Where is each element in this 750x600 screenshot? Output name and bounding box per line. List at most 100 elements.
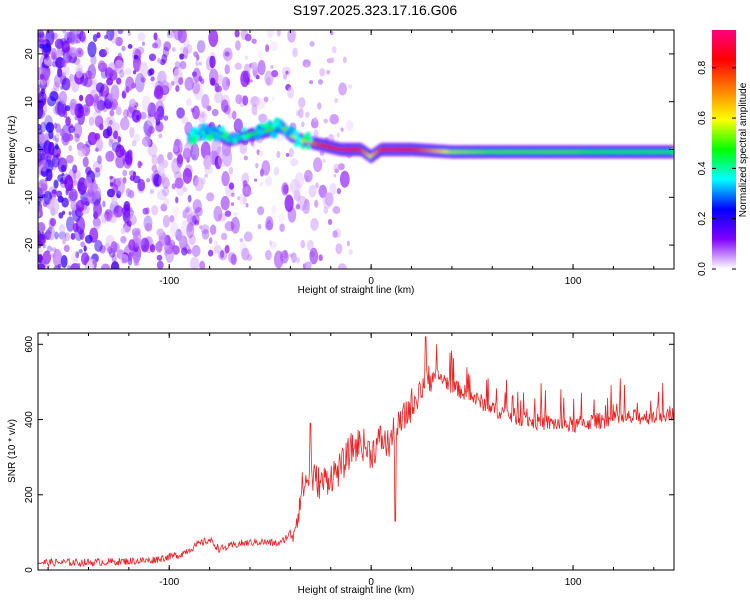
noise-blob (336, 132, 340, 138)
noise-blob (154, 85, 164, 100)
noise-blob (239, 237, 244, 243)
noise-blob (121, 45, 126, 52)
noise-blob (244, 33, 252, 42)
noise-blob (302, 59, 311, 68)
snr-y-tick-label: 200 (24, 486, 35, 503)
noise-blob (45, 177, 49, 182)
noise-blob (290, 158, 299, 167)
noise-blob (90, 181, 98, 193)
noise-blob (97, 155, 102, 165)
noise-blob (310, 218, 319, 231)
noise-blob (292, 47, 298, 58)
noise-blob (313, 157, 323, 173)
spectrogram-y-tick-label: -10 (24, 190, 35, 205)
noise-blob (163, 41, 171, 52)
noise-blob (120, 235, 127, 244)
noise-blob (42, 74, 50, 88)
noise-blob (112, 122, 120, 133)
noise-blob (150, 76, 155, 82)
snr-y-tick-label: 600 (24, 336, 35, 353)
noise-blob (62, 30, 67, 34)
noise-blob (75, 63, 84, 79)
noise-blob (221, 171, 230, 187)
snr-y-axis-label: SNR (10 * v/v) (7, 419, 18, 483)
noise-blob (128, 251, 133, 258)
noise-blob (146, 178, 151, 183)
noise-blob (122, 207, 131, 224)
noise-blob (339, 170, 350, 188)
noise-blob (38, 88, 42, 100)
noise-blob (163, 198, 170, 206)
noise-blob (52, 134, 57, 141)
noise-blob (115, 144, 125, 158)
noise-blob (264, 221, 274, 231)
noise-blob (61, 77, 71, 91)
noise-blob (264, 70, 274, 86)
noise-blob (323, 118, 328, 124)
noise-blob (130, 209, 135, 216)
noise-blob (65, 116, 71, 127)
noise-blob (173, 158, 178, 163)
noise-blob (265, 249, 272, 261)
noise-blob (157, 189, 167, 201)
noise-blob (332, 206, 341, 215)
noise-blob (103, 98, 112, 109)
noise-blob (250, 61, 258, 71)
noise-blob (178, 77, 184, 86)
noise-blob (64, 175, 74, 192)
noise-blob (64, 232, 70, 242)
noise-blob (300, 121, 305, 128)
noise-blob (68, 211, 72, 216)
noise-blob (113, 130, 119, 140)
noise-blob (265, 77, 271, 86)
ridge-dot (276, 122, 283, 129)
noise-blob (191, 81, 201, 95)
noise-blob (70, 102, 77, 111)
noise-blob (63, 179, 68, 185)
noise-blob (174, 177, 184, 189)
noise-blob (323, 206, 329, 214)
noise-blob (185, 207, 190, 213)
noise-blob (119, 117, 130, 131)
noise-blob (194, 219, 200, 226)
noise-blob (200, 141, 211, 160)
snr-y-tick-label: 0 (24, 567, 35, 573)
ridge-dot (190, 134, 196, 140)
noise-blob (231, 110, 237, 120)
noise-blob (62, 236, 66, 245)
noise-blob (324, 192, 334, 207)
noise-blob (197, 110, 208, 123)
noise-blob (51, 60, 58, 68)
noise-blob (54, 38, 64, 49)
noise-blob (200, 224, 210, 235)
noise-blob (213, 91, 224, 104)
noise-blob (72, 179, 78, 186)
colorbar-label: Normalized spectral amplitude (738, 82, 749, 217)
noise-blob (214, 155, 222, 170)
noise-blob (195, 59, 199, 67)
noise-blob (50, 252, 55, 259)
noise-blob (102, 200, 106, 208)
noise-blob (45, 30, 55, 46)
noise-blob (38, 30, 45, 39)
noise-blob (303, 169, 313, 183)
noise-blob (213, 240, 218, 247)
noise-blob (114, 59, 124, 74)
noise-blob (139, 61, 149, 78)
noise-blob (251, 104, 258, 116)
noise-blob (66, 31, 76, 43)
noise-blob (127, 256, 133, 266)
noise-blob (38, 253, 44, 264)
noise-blob (306, 239, 314, 251)
noise-blob (38, 240, 42, 249)
noise-blob (46, 225, 56, 241)
noise-blob (267, 30, 274, 39)
noise-blob (177, 231, 185, 244)
noise-blob (108, 210, 118, 224)
noise-blob (142, 207, 148, 215)
noise-blob (187, 248, 192, 255)
noise-blob (172, 245, 180, 255)
noise-blob (334, 97, 339, 104)
noise-blob (140, 237, 150, 253)
noise-blob (87, 190, 97, 204)
